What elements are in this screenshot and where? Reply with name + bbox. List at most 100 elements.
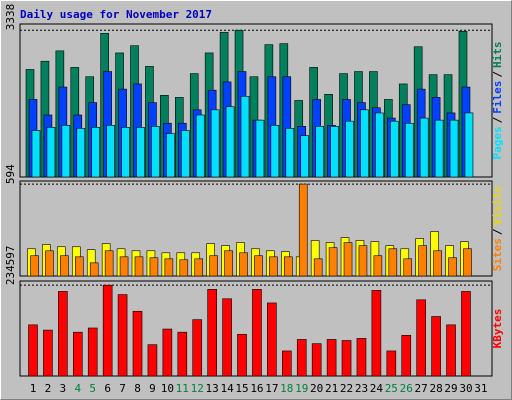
x-tick-label: 4 bbox=[74, 382, 81, 395]
bar bbox=[164, 258, 174, 277]
legend: KBytes bbox=[491, 309, 504, 349]
bar bbox=[298, 183, 308, 277]
bar bbox=[296, 339, 307, 377]
bar bbox=[326, 339, 337, 377]
bar bbox=[386, 350, 397, 377]
bar bbox=[418, 245, 427, 277]
bar bbox=[222, 298, 232, 377]
bar bbox=[136, 127, 145, 178]
x-tick-label: 12 bbox=[191, 382, 204, 395]
bar bbox=[313, 258, 323, 277]
bar bbox=[181, 130, 190, 178]
bar bbox=[371, 290, 382, 377]
bar bbox=[31, 130, 41, 178]
x-tick-label: 20 bbox=[310, 382, 323, 395]
bar bbox=[162, 328, 173, 377]
bar bbox=[45, 250, 54, 277]
bar bbox=[194, 258, 204, 277]
bar bbox=[177, 331, 188, 377]
bar bbox=[43, 329, 53, 377]
bar bbox=[446, 324, 456, 377]
bar bbox=[254, 255, 263, 277]
bar bbox=[121, 127, 130, 178]
bar bbox=[106, 125, 115, 178]
bar bbox=[207, 289, 217, 377]
x-tick-label: 28 bbox=[429, 382, 442, 395]
bar bbox=[284, 256, 293, 277]
bar bbox=[282, 350, 292, 377]
x-tick-label: 30 bbox=[459, 382, 472, 395]
x-tick-label: 29 bbox=[444, 382, 457, 395]
x-tick-label: 14 bbox=[220, 382, 234, 395]
bar bbox=[270, 125, 280, 178]
x-tick-label: 6 bbox=[104, 382, 111, 395]
bar bbox=[225, 106, 235, 178]
bar bbox=[239, 252, 248, 277]
bar bbox=[434, 119, 444, 178]
x-tick-label: 5 bbox=[89, 382, 96, 395]
bar bbox=[328, 247, 338, 277]
bar bbox=[240, 96, 250, 178]
bar bbox=[61, 125, 71, 178]
bar bbox=[403, 258, 413, 277]
x-tick-label: 3 bbox=[60, 382, 67, 395]
bar bbox=[345, 120, 354, 178]
bar bbox=[356, 338, 367, 377]
bar bbox=[195, 114, 205, 178]
y-tick-label: 234597 bbox=[4, 245, 17, 285]
bar bbox=[311, 343, 322, 377]
bar bbox=[315, 126, 324, 178]
x-tick-label: 19 bbox=[295, 382, 308, 395]
x-tick-label: 15 bbox=[235, 382, 248, 395]
bar bbox=[72, 331, 83, 377]
x-tick-label: 1 bbox=[30, 382, 37, 395]
legend-separator: / bbox=[491, 228, 504, 235]
bar bbox=[102, 284, 113, 377]
bar bbox=[388, 248, 398, 277]
bar bbox=[147, 344, 158, 377]
bar bbox=[343, 242, 353, 277]
bar bbox=[448, 257, 457, 277]
bar bbox=[210, 109, 220, 178]
bar bbox=[419, 117, 429, 178]
bar bbox=[401, 335, 412, 377]
legend: Pages / Files / Hits bbox=[491, 42, 504, 160]
x-tick-label: 10 bbox=[161, 382, 174, 395]
bar bbox=[87, 327, 98, 377]
bar bbox=[224, 250, 233, 277]
bar bbox=[237, 333, 247, 377]
bar bbox=[76, 128, 86, 178]
legend-separator: / bbox=[491, 116, 504, 123]
bar bbox=[431, 316, 441, 377]
legend-entry: Sites bbox=[491, 238, 504, 271]
bar bbox=[104, 250, 114, 277]
x-tick-label: 11 bbox=[176, 382, 189, 395]
bar bbox=[267, 302, 277, 377]
bar bbox=[330, 126, 339, 178]
bar bbox=[360, 109, 369, 178]
bar bbox=[341, 340, 352, 377]
x-tick-label: 2 bbox=[45, 382, 52, 395]
bar bbox=[58, 291, 68, 377]
x-tick-label: 27 bbox=[415, 382, 428, 395]
bar bbox=[358, 245, 368, 277]
chart-title: Daily usage for November 2017 bbox=[20, 8, 212, 21]
legend-entry: Pages bbox=[491, 126, 504, 159]
bar bbox=[74, 256, 84, 277]
legend-separator: / bbox=[491, 71, 504, 78]
bar bbox=[252, 289, 262, 377]
legend-entry: KBytes bbox=[491, 309, 504, 349]
bar bbox=[151, 126, 160, 178]
legend: Sites / Visits bbox=[491, 186, 504, 272]
bar bbox=[46, 127, 56, 178]
x-tick-label: 22 bbox=[340, 382, 353, 395]
x-tick-label: 24 bbox=[370, 382, 384, 395]
bar bbox=[60, 255, 69, 277]
bar bbox=[132, 310, 143, 377]
bar bbox=[373, 255, 383, 277]
legend-entry: Files bbox=[491, 81, 504, 114]
legend-entry: Visits bbox=[491, 186, 504, 226]
x-tick-label: 21 bbox=[325, 382, 338, 395]
x-tick-label: 9 bbox=[149, 382, 156, 395]
